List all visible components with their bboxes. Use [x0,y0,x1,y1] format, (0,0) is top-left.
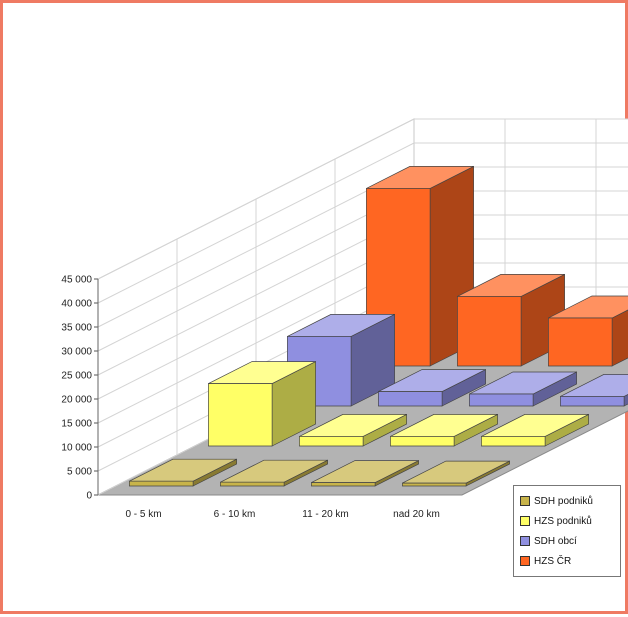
y-tick-label: 25 000 [61,371,92,382]
y-tick-label: 10 000 [61,443,92,454]
y-tick-label: 45 000 [61,275,92,286]
bar [378,369,486,407]
x-tick-label: 11 - 20 km [302,509,349,520]
legend-item: SDH obcí [520,531,616,551]
legend-item: SDH podniků [520,491,616,511]
bar [469,371,577,407]
bar [208,361,316,447]
bar [560,374,628,407]
legend: SDH podniků HZS podniků SDH obcí HZS ČR [513,485,621,577]
y-tick-label: 15 000 [61,419,92,430]
x-tick-label: nad 20 km [393,509,440,520]
bar [402,460,510,487]
bar [220,459,328,487]
bars [129,165,628,487]
legend-label: HZS ČR [534,555,572,567]
legend-swatch [520,556,530,566]
legend-label: HZS podniků [534,515,592,527]
legend-swatch [520,536,530,546]
legend-item: HZS podniků [520,511,616,531]
bar [481,413,589,447]
gridline [97,118,628,280]
legend-label: SDH obcí [534,535,577,547]
bar [548,295,628,367]
y-tick-label: 20 000 [61,395,92,406]
x-axis-categories: 0 - 5 km 6 - 10 km 11 - 20 km nad 20 km [125,509,439,520]
y-tick-label: 35 000 [61,323,92,334]
bar [129,458,237,487]
legend-swatch [520,496,530,506]
legend-label: SDH podniků [534,495,593,507]
bar-chart-3d: 0 5 000 10 000 15 000 20 000 25 000 30 000 35 0… [61,118,628,520]
x-tick-label: 6 - 10 km [214,509,256,520]
y-tick-label: 0 [86,491,92,502]
y-axis-ticks: 0 5 000 10 000 15 000 20 000 25 000 30 000 35 0… [61,275,99,502]
bar [299,413,407,447]
legend-swatch [520,516,530,526]
legend-item: HZS ČR [520,551,616,571]
gridline [97,142,628,304]
y-tick-label: 30 000 [61,347,92,358]
y-tick-label: 5 000 [67,467,92,478]
y-tick-label: 40 000 [61,299,92,310]
x-tick-label: 0 - 5 km [125,509,161,520]
bar [390,413,498,447]
bar [311,460,419,487]
